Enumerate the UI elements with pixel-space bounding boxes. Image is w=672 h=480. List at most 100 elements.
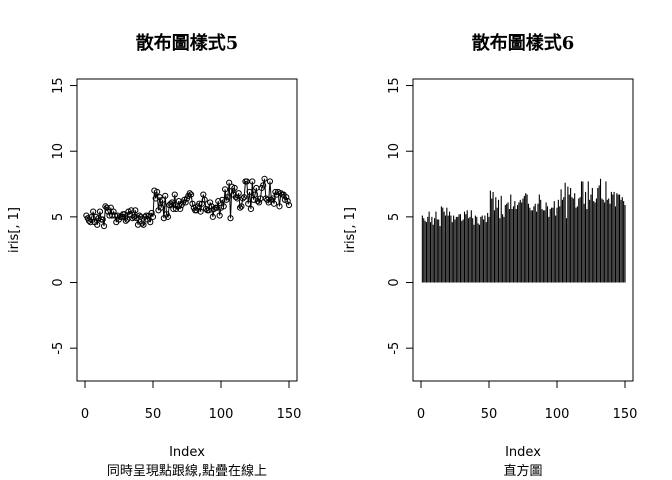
data-point [149,213,157,220]
data-point [216,212,223,219]
y-tick-label: 0 [387,278,402,286]
data-point [90,208,97,215]
data-point [137,213,144,220]
x-axis-label: Index [505,445,541,460]
data-point [196,200,203,207]
data-point [100,222,108,230]
data-point [152,195,159,202]
data-point [284,198,291,205]
plot-box [412,78,634,382]
data-point [153,188,161,196]
data-point [201,196,208,203]
data-point [111,212,119,219]
data-point [102,203,109,210]
data-point [128,207,135,214]
data-point [99,216,106,223]
data-point [124,216,131,223]
data-point [186,190,193,197]
data-point [147,219,154,226]
y-tick-label: 15 [51,77,66,94]
chart-title: 散布圖樣式5 [136,32,239,54]
x-tick-label: 150 [613,407,638,422]
data-point [96,208,104,215]
data-point [239,195,246,202]
data-point [187,191,195,198]
data-point [177,205,184,213]
data-point [122,217,129,224]
chart-title: 散布圖樣式6 [472,32,575,54]
data-point [285,201,293,209]
data-point [209,213,216,220]
data-point [235,190,242,197]
data-point [189,200,196,207]
y-axis: -5 0 5 10 15 [51,77,77,355]
data-point [136,212,143,219]
data-point [221,186,229,193]
data-point [140,221,147,228]
y-tick-label: 10 [51,143,66,160]
data-point [270,200,278,207]
chart-panel-type-h: 散布圖樣式6 -5 0 5 10 15 0 50 100 150 Index 直方圖 iris… [343,32,637,479]
data-point [236,204,244,211]
data-point [219,196,226,203]
data-point [162,192,169,199]
x-tick-label: 150 [277,407,302,422]
data-point [247,205,255,213]
y-tick-label: -5 [51,342,66,355]
data-point [251,191,259,198]
data-point [238,203,245,210]
x-tick-label: 100 [545,407,570,422]
data-point [193,207,200,214]
data-point [283,194,290,201]
data-point [249,178,256,185]
chart-panel-type-o: 散布圖樣式5 -5 0 5 10 15 0 50 100 150 Index 同時呈現點跟線,… [7,32,301,479]
data-point [164,213,172,220]
y-tick-label: 5 [51,213,66,221]
data-point [207,199,214,206]
data-point [171,191,178,198]
data-point [213,204,221,211]
data-point [220,203,227,210]
y-tick-label: 10 [387,143,402,160]
plot-box [76,78,298,382]
chart-subtitle: 同時呈現點跟線,點疊在線上 [107,463,267,479]
data-point [167,200,174,207]
y-tick-label: 15 [387,77,402,94]
x-tick-label: 50 [145,407,162,422]
data-point [103,204,110,211]
data-point [266,178,274,185]
y-tick-label: 0 [51,278,66,286]
data-point [255,199,263,206]
x-tick-label: 50 [481,407,498,422]
data-point [158,204,165,211]
chart-subtitle: 直方圖 [503,463,542,479]
data-point [168,199,176,206]
data-point [231,184,238,192]
data-point [260,182,267,189]
x-tick-label: 100 [209,407,234,422]
data-point [261,175,268,182]
data-point [129,215,136,222]
data-point [110,208,117,215]
y-tick-label: -5 [387,342,402,355]
data-point [139,220,146,227]
x-axis: 0 50 100 150 [81,381,302,422]
data-point [182,199,189,206]
y-axis-label: iris[, 1] [7,207,22,253]
data-point [246,188,253,196]
data-marks [421,178,626,283]
data-point [94,221,101,228]
y-axis-label: iris[, 1] [343,207,358,253]
x-axis-label: Index [169,445,205,460]
data-point [276,203,283,210]
x-axis: 0 50 100 150 [417,381,638,422]
data-point [241,194,248,201]
data-marks [83,175,293,230]
data-point [224,194,231,201]
data-point [245,200,252,207]
data-point [143,212,150,219]
x-tick-label: 0 [417,407,425,422]
y-axis: -5 0 5 10 15 [387,77,413,355]
y-tick-label: 5 [387,213,402,221]
